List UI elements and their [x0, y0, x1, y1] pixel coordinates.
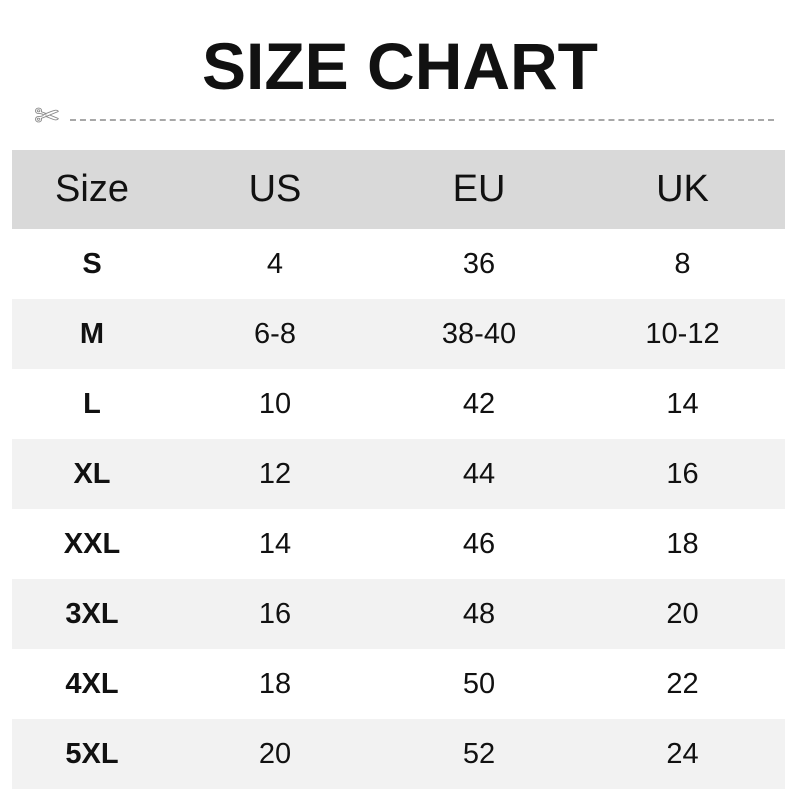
cell-us: 16	[258, 597, 292, 630]
cell-eu: 42	[462, 387, 496, 420]
cell-eu: 44	[462, 457, 496, 490]
cell-eu: 38-40	[441, 317, 517, 350]
cell-us: 20	[258, 737, 292, 770]
table-row: XXL 14 46 18	[12, 509, 785, 579]
cell-eu: 36	[462, 247, 496, 280]
cell-us: 4	[266, 247, 284, 280]
cell-size: 4XL	[65, 667, 119, 700]
cell-us: 10	[258, 387, 292, 420]
cell-uk: 18	[666, 527, 699, 560]
page-title: SIZE CHART	[202, 29, 598, 103]
cell-size: XL	[73, 457, 111, 490]
cell-uk: 22	[666, 667, 699, 700]
cell-eu: 50	[462, 667, 496, 700]
cell-us: 14	[258, 527, 292, 560]
scissors-icon: ✄	[34, 100, 60, 133]
table-row: S 4 36 8	[12, 229, 785, 299]
dashed-divider	[70, 119, 774, 121]
cell-us: 6-8	[254, 317, 296, 350]
cell-size: S	[82, 247, 102, 280]
cell-us: 18	[258, 667, 292, 700]
table-row: 3XL 16 48 20	[12, 579, 785, 649]
cell-size: XXL	[63, 527, 121, 560]
cell-eu: 52	[462, 737, 496, 770]
cell-size: M	[79, 317, 105, 350]
header-uk: UK	[656, 168, 709, 210]
cell-size: 3XL	[65, 597, 119, 630]
cell-uk: 8	[674, 247, 691, 280]
cell-uk: 20	[666, 597, 699, 630]
cell-uk: 14	[666, 387, 699, 420]
table-row: L 10 42 14	[12, 369, 785, 439]
cell-eu: 48	[462, 597, 496, 630]
header-us: US	[248, 168, 302, 210]
header-eu: EU	[452, 168, 506, 210]
table-row: XL 12 44 16	[12, 439, 785, 509]
cell-uk: 16	[666, 457, 699, 490]
table-header-row: Size US EU UK	[12, 150, 785, 229]
cut-line: ✄	[34, 102, 774, 132]
cell-uk: 10-12	[645, 317, 720, 350]
header-size: Size	[55, 168, 129, 210]
size-table: Size US EU UK S 4 36 8 M 6-8 38-40 10-12 L 10 42 14…	[12, 150, 785, 789]
cell-eu: 46	[462, 527, 496, 560]
cell-size: L	[83, 387, 101, 420]
table-row: 5XL 20 52 24	[12, 719, 785, 789]
table-row: 4XL 18 50 22	[12, 649, 785, 719]
table-row: M 6-8 38-40 10-12	[12, 299, 785, 369]
cell-size: 5XL	[65, 737, 119, 770]
cell-uk: 24	[666, 737, 699, 770]
cell-us: 12	[258, 457, 292, 490]
